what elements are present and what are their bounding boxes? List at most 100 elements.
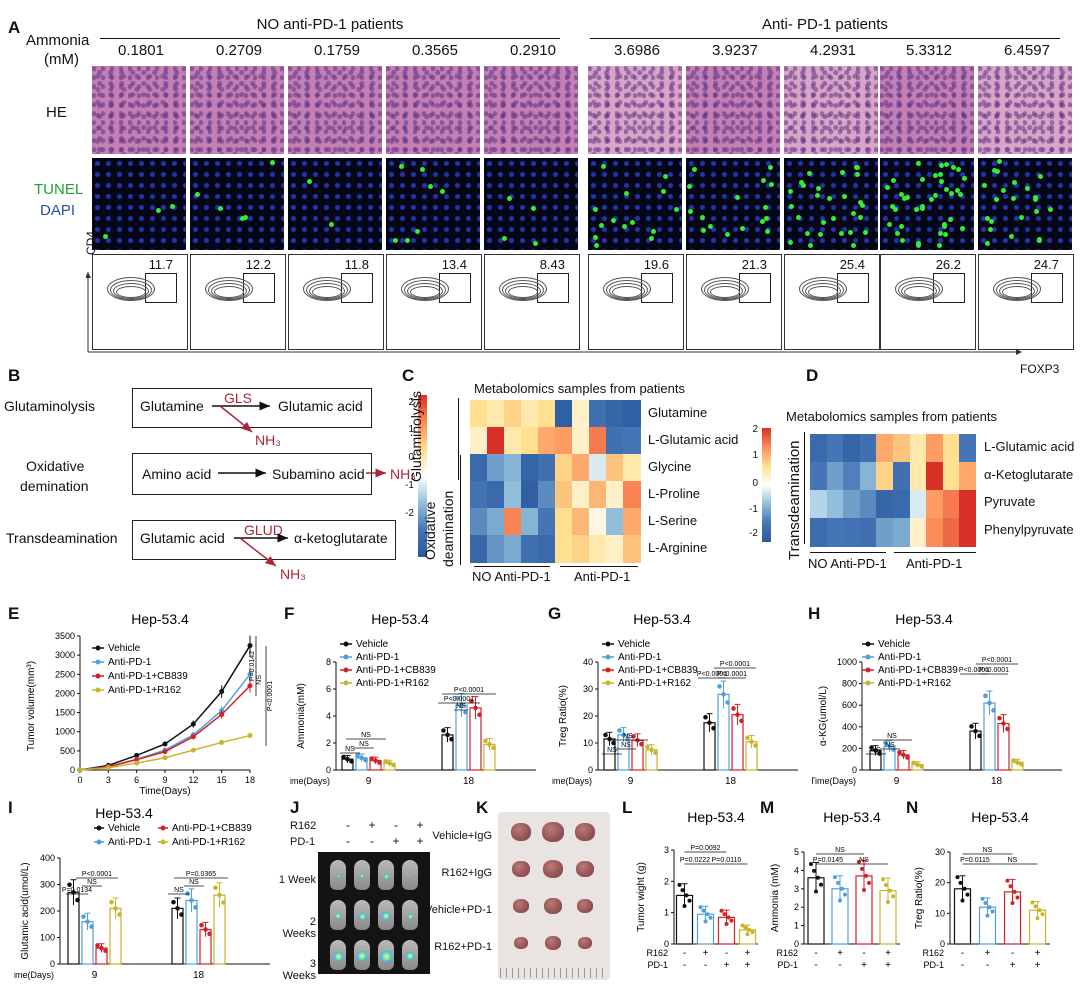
colorbar-tick: 1 — [752, 450, 758, 461]
colorbar-tick: -1 — [749, 504, 758, 515]
flow-contour — [113, 283, 149, 299]
tunel-positive-cell — [850, 210, 856, 216]
ammonia-value: 3.6986 — [614, 42, 660, 59]
tumor — [577, 899, 593, 913]
bioluminescence-signal — [383, 873, 389, 879]
annotation: NS — [607, 747, 617, 754]
heatmap-c-xgroup-1: NO Anti-PD-1 — [472, 569, 551, 584]
pd1-sign: + — [885, 960, 891, 971]
mouse — [402, 900, 418, 930]
heatmap-cell — [909, 518, 927, 547]
heatmap-cell — [942, 518, 960, 547]
heatmap-cell — [843, 434, 861, 463]
y-axis-label: Tumor volume(mm³) — [26, 661, 37, 751]
heatmap-cell — [606, 481, 624, 509]
flow-contour — [508, 286, 538, 298]
data-point — [888, 888, 892, 893]
pathway-box-2 — [132, 453, 372, 495]
he-image — [880, 66, 974, 154]
group-antipd1-underline — [590, 38, 1060, 39]
heatmap-cell — [589, 400, 607, 428]
data-point — [387, 760, 392, 766]
heatmap-cell — [572, 481, 590, 509]
tunel-positive-cell — [806, 170, 812, 176]
pd1-sign: - — [683, 960, 686, 971]
heatmap-cell — [893, 434, 911, 463]
flow-contour — [404, 280, 446, 300]
mouse — [402, 860, 418, 890]
y-tick-label: 0 — [940, 939, 945, 949]
tunel-positive-cell — [701, 228, 706, 234]
flow-contour — [110, 280, 152, 300]
data-point — [455, 695, 460, 701]
r162-row-label: R162 — [922, 948, 944, 958]
heatmap-cell — [893, 490, 911, 519]
y-tick-label: 3500 — [55, 631, 75, 641]
heatmap-cell — [959, 434, 977, 463]
heatmap-cell — [959, 518, 977, 547]
tunel-positive-cell — [686, 183, 692, 189]
colorbar-tick: 0 — [752, 478, 758, 489]
tunel-positive-cell — [948, 217, 954, 223]
legend-entry: Anti-PD-1+CB839 — [878, 665, 958, 676]
y-tick-label: 1000 — [837, 657, 857, 667]
heatmap-cell — [942, 462, 960, 491]
tunel-positive-cell — [988, 227, 994, 233]
tunel-positive-cell — [982, 183, 988, 189]
heatmap-cell — [487, 508, 505, 536]
flow-contour — [993, 277, 1041, 301]
data-point — [919, 763, 924, 769]
y-axis-label: α-KG(umol/L) — [818, 686, 829, 746]
data-point — [1030, 900, 1035, 905]
ruler — [500, 968, 608, 978]
heatmap-d-xgroup-bar-2 — [894, 552, 976, 553]
y-tick-label: 30 — [583, 684, 593, 694]
data-point — [75, 897, 80, 903]
panel-label-c: C — [402, 366, 415, 385]
heatmap-c-colorbar — [418, 395, 427, 557]
data-point — [221, 900, 226, 905]
ivis-image — [318, 852, 430, 974]
y-tick-label: 0 — [326, 765, 331, 775]
heatmap-cell — [589, 454, 607, 482]
data-point — [219, 739, 225, 745]
heatmap-cell — [487, 535, 505, 563]
tunel-positive-cell — [788, 188, 794, 194]
tunel-image — [288, 158, 382, 250]
x-tick-label: 9 — [162, 775, 167, 785]
y-tick-label: 1500 — [55, 708, 75, 718]
heatmap-cell — [470, 454, 488, 482]
heatmap-cell — [555, 481, 573, 509]
panel-label-b: B — [8, 366, 21, 385]
data-point — [179, 912, 184, 917]
data-point — [684, 893, 689, 898]
y-tick-label: 1000 — [55, 727, 75, 737]
tunel-positive-cell — [928, 196, 934, 202]
tunel-positive-cell — [269, 160, 275, 166]
data-point — [750, 930, 755, 935]
flow-contour — [107, 277, 155, 301]
data-point — [89, 924, 94, 929]
heatmap-c-group-top-bar — [458, 398, 459, 480]
data-point — [897, 750, 902, 755]
bioluminescence-signal — [335, 913, 341, 919]
y-tick-label: 10 — [935, 908, 945, 918]
heatmap-cell — [521, 481, 539, 509]
y-tick-label: 4 — [794, 865, 799, 875]
tunel-positive-cell — [943, 186, 949, 192]
heatmap-cell — [926, 490, 944, 519]
tunel-positive-cell — [960, 225, 966, 231]
tunel-positive-cell — [788, 204, 794, 210]
tunel-positive-cell — [501, 236, 507, 242]
y-axis-label: Treg Ratio(%) — [558, 685, 569, 747]
data-point — [809, 862, 813, 867]
data-point — [1019, 762, 1024, 767]
panel-label-f: F — [284, 604, 295, 623]
heatmap-cell — [859, 490, 877, 519]
bioluminescence-signal — [357, 951, 367, 961]
flow-plot: 19.6 — [588, 254, 684, 350]
panel-label-l: L — [622, 798, 633, 817]
flow-contour — [407, 283, 443, 299]
heatmap-cell — [843, 462, 861, 491]
heatmap-c-row-label: Glutamine — [648, 405, 708, 420]
